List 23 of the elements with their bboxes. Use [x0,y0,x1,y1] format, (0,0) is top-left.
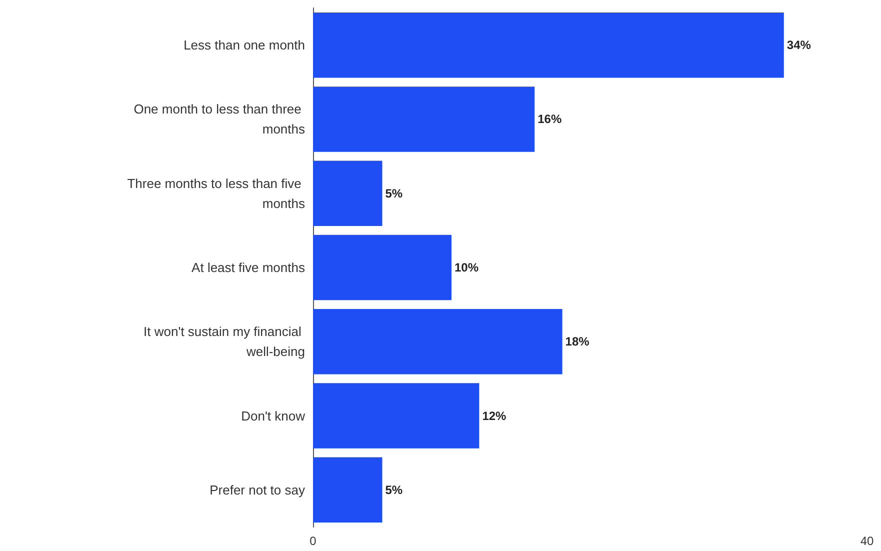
bar [313,86,535,152]
data-label: 5% [385,482,403,497]
bar [313,309,562,374]
y-tick-label: Prefer not to say [210,482,306,498]
y-tick-label: One month to less than three months [134,102,306,137]
y-tick-label: Three months to less than five months [127,176,306,211]
bar [313,12,784,78]
data-label: 18% [565,334,590,349]
x-tick-label: 0 [310,534,317,548]
bar [313,457,382,523]
bar [313,383,480,448]
x-tick-label: 40 [860,534,874,548]
bar [313,160,382,226]
data-label: 34% [786,38,812,52]
data-label: 5% [385,186,403,200]
y-tick-label: Don't know [241,408,306,424]
data-label: 16% [538,112,562,126]
data-label: 12% [482,408,507,423]
bar [313,234,452,300]
y-tick-label: At least five months [192,260,306,275]
y-tick-label: It won't sustain my financial well-being [144,324,305,360]
data-label: 10% [454,260,479,274]
y-tick-label: Less than one month [184,38,305,53]
